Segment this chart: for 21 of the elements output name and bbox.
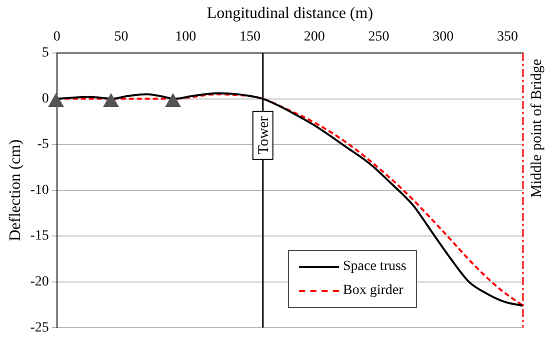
x-tick-label: 300: [432, 29, 454, 44]
y-tick-label: -5: [37, 137, 49, 152]
y-tick-label: -10: [30, 182, 49, 198]
x-tick-label: 250: [368, 29, 390, 44]
y-axis-title: Deflection (cm): [6, 139, 24, 242]
x-tick-label: 350: [497, 29, 518, 44]
x-tick-label: 200: [304, 29, 325, 44]
y-tick-label: 0: [42, 91, 49, 106]
y-tick-label: -25: [30, 320, 49, 336]
x-tick-label: 150: [240, 29, 261, 44]
x-tick-label: 0: [53, 29, 60, 44]
y-tick-label: 5: [42, 46, 49, 61]
legend-label: Box girder: [343, 282, 404, 299]
x-tick-label: 100: [175, 29, 196, 44]
x-axis-title: Longitudinal distance (m): [206, 4, 374, 22]
ref-line-label: Middle point of Bridge: [528, 58, 545, 198]
x-tick-label: 50: [114, 29, 128, 44]
legend-label: Space truss: [343, 258, 406, 275]
ref-line-label: Tower: [256, 116, 272, 154]
y-tick-label: -15: [30, 228, 49, 244]
y-tick-label: -20: [30, 274, 49, 290]
